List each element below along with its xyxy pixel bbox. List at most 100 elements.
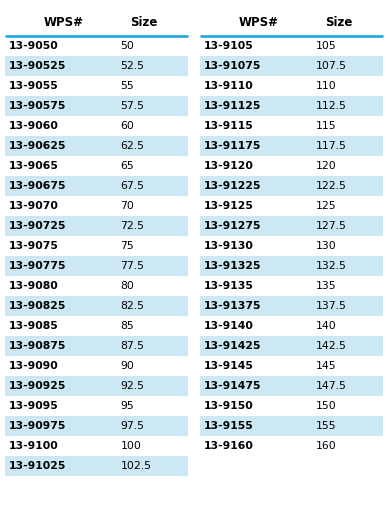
Text: 13-90975: 13-90975 <box>9 421 66 431</box>
Bar <box>200 336 383 356</box>
Text: 13-91075: 13-91075 <box>204 61 262 71</box>
Bar <box>5 336 188 356</box>
Text: 107.5: 107.5 <box>315 61 346 71</box>
Text: 57.5: 57.5 <box>120 101 144 111</box>
Bar <box>5 436 188 456</box>
Text: 13-9085: 13-9085 <box>9 321 59 331</box>
Text: 13-9055: 13-9055 <box>9 81 59 91</box>
Text: 13-91375: 13-91375 <box>204 301 262 311</box>
Text: 97.5: 97.5 <box>120 421 144 431</box>
Text: 155: 155 <box>315 421 336 431</box>
Bar <box>5 356 188 376</box>
Bar <box>200 376 383 396</box>
Text: 13-9120: 13-9120 <box>204 161 254 171</box>
Bar <box>200 436 383 456</box>
Text: 13-9095: 13-9095 <box>9 401 59 411</box>
Text: 147.5: 147.5 <box>315 381 346 391</box>
Text: 13-90925: 13-90925 <box>9 381 66 391</box>
Bar <box>200 396 383 416</box>
Text: 105: 105 <box>315 41 336 51</box>
Text: 13-9070: 13-9070 <box>9 201 59 211</box>
Text: 13-9090: 13-9090 <box>9 361 59 371</box>
Text: 135: 135 <box>315 281 336 291</box>
Text: 120: 120 <box>315 161 336 171</box>
Bar <box>200 96 383 116</box>
Bar <box>200 276 383 296</box>
Bar <box>5 56 188 76</box>
Bar <box>200 116 383 136</box>
Text: 55: 55 <box>120 81 134 91</box>
Text: 72.5: 72.5 <box>120 221 144 231</box>
Text: 13-90525: 13-90525 <box>9 61 66 71</box>
Bar <box>200 36 383 56</box>
Text: 13-91175: 13-91175 <box>204 141 262 151</box>
Text: 60: 60 <box>120 121 134 131</box>
Text: 67.5: 67.5 <box>120 181 144 191</box>
Text: 13-90675: 13-90675 <box>9 181 66 191</box>
Text: 50: 50 <box>120 41 134 51</box>
Text: 13-9130: 13-9130 <box>204 241 254 251</box>
Text: 13-91025: 13-91025 <box>9 461 66 471</box>
Bar <box>200 76 383 96</box>
Text: 13-9155: 13-9155 <box>204 421 254 431</box>
Bar <box>5 216 188 236</box>
Text: 13-9115: 13-9115 <box>204 121 254 131</box>
Text: 13-90575: 13-90575 <box>9 101 66 111</box>
Text: Size: Size <box>326 16 353 29</box>
Text: 13-9065: 13-9065 <box>9 161 59 171</box>
Bar <box>5 96 188 116</box>
Bar <box>200 416 383 436</box>
Text: WPS#: WPS# <box>43 16 83 29</box>
Text: 90: 90 <box>120 361 134 371</box>
Text: 13-9075: 13-9075 <box>9 241 59 251</box>
Bar <box>5 296 188 316</box>
Text: 95: 95 <box>120 401 134 411</box>
Text: 117.5: 117.5 <box>315 141 346 151</box>
Bar <box>5 276 188 296</box>
Text: 13-90625: 13-90625 <box>9 141 66 151</box>
Bar <box>200 196 383 216</box>
Text: 13-9160: 13-9160 <box>204 441 254 451</box>
Bar <box>5 116 188 136</box>
Bar <box>200 8 383 36</box>
Bar <box>5 136 188 156</box>
Text: 13-9125: 13-9125 <box>204 201 254 211</box>
Bar <box>5 416 188 436</box>
Text: 13-9060: 13-9060 <box>9 121 59 131</box>
Text: 13-90725: 13-90725 <box>9 221 66 231</box>
Bar <box>200 316 383 336</box>
Bar <box>5 176 188 196</box>
Text: 110: 110 <box>315 81 336 91</box>
Bar <box>5 396 188 416</box>
Text: 70: 70 <box>120 201 134 211</box>
Bar <box>5 316 188 336</box>
Bar <box>5 8 188 36</box>
Text: 77.5: 77.5 <box>120 261 144 271</box>
Text: 127.5: 127.5 <box>315 221 346 231</box>
Text: 13-9150: 13-9150 <box>204 401 254 411</box>
Bar <box>5 456 188 476</box>
Text: 13-91125: 13-91125 <box>204 101 262 111</box>
Text: 102.5: 102.5 <box>120 461 151 471</box>
Text: 52.5: 52.5 <box>120 61 144 71</box>
Text: 13-9080: 13-9080 <box>9 281 59 291</box>
Bar <box>200 216 383 236</box>
Text: 62.5: 62.5 <box>120 141 144 151</box>
Text: 13-91275: 13-91275 <box>204 221 262 231</box>
Text: 13-9110: 13-9110 <box>204 81 254 91</box>
Text: 13-91325: 13-91325 <box>204 261 262 271</box>
Bar <box>200 156 383 176</box>
Text: 80: 80 <box>120 281 134 291</box>
Text: 13-9140: 13-9140 <box>204 321 254 331</box>
Text: 13-90875: 13-90875 <box>9 341 66 351</box>
Bar <box>5 196 188 216</box>
Text: 13-91425: 13-91425 <box>204 341 262 351</box>
Text: 140: 140 <box>315 321 336 331</box>
Bar <box>200 236 383 256</box>
Text: 160: 160 <box>315 441 336 451</box>
Bar <box>200 56 383 76</box>
Text: 130: 130 <box>315 241 336 251</box>
Bar <box>200 256 383 276</box>
Text: 115: 115 <box>315 121 336 131</box>
Text: 150: 150 <box>315 401 336 411</box>
